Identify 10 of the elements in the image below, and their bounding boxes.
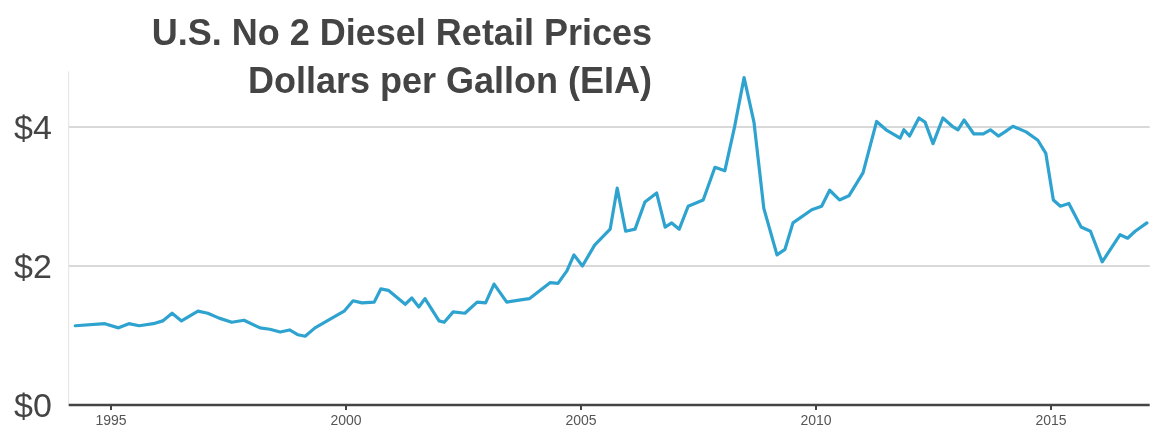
- y-tick-label: $2: [14, 246, 52, 285]
- x-tick-label: 1995: [95, 412, 127, 428]
- y-tick-label: $4: [14, 107, 52, 146]
- y-tick-label: $0: [14, 385, 52, 424]
- x-tick-label: 2000: [330, 412, 362, 428]
- x-tick-label: 2005: [565, 412, 597, 428]
- chart-subtitle: Dollars per Gallon (EIA): [247, 60, 652, 101]
- x-tick-label: 2010: [800, 412, 832, 428]
- x-tick-label: 2015: [1035, 412, 1067, 428]
- chart-title: U.S. No 2 Diesel Retail Prices: [151, 12, 652, 53]
